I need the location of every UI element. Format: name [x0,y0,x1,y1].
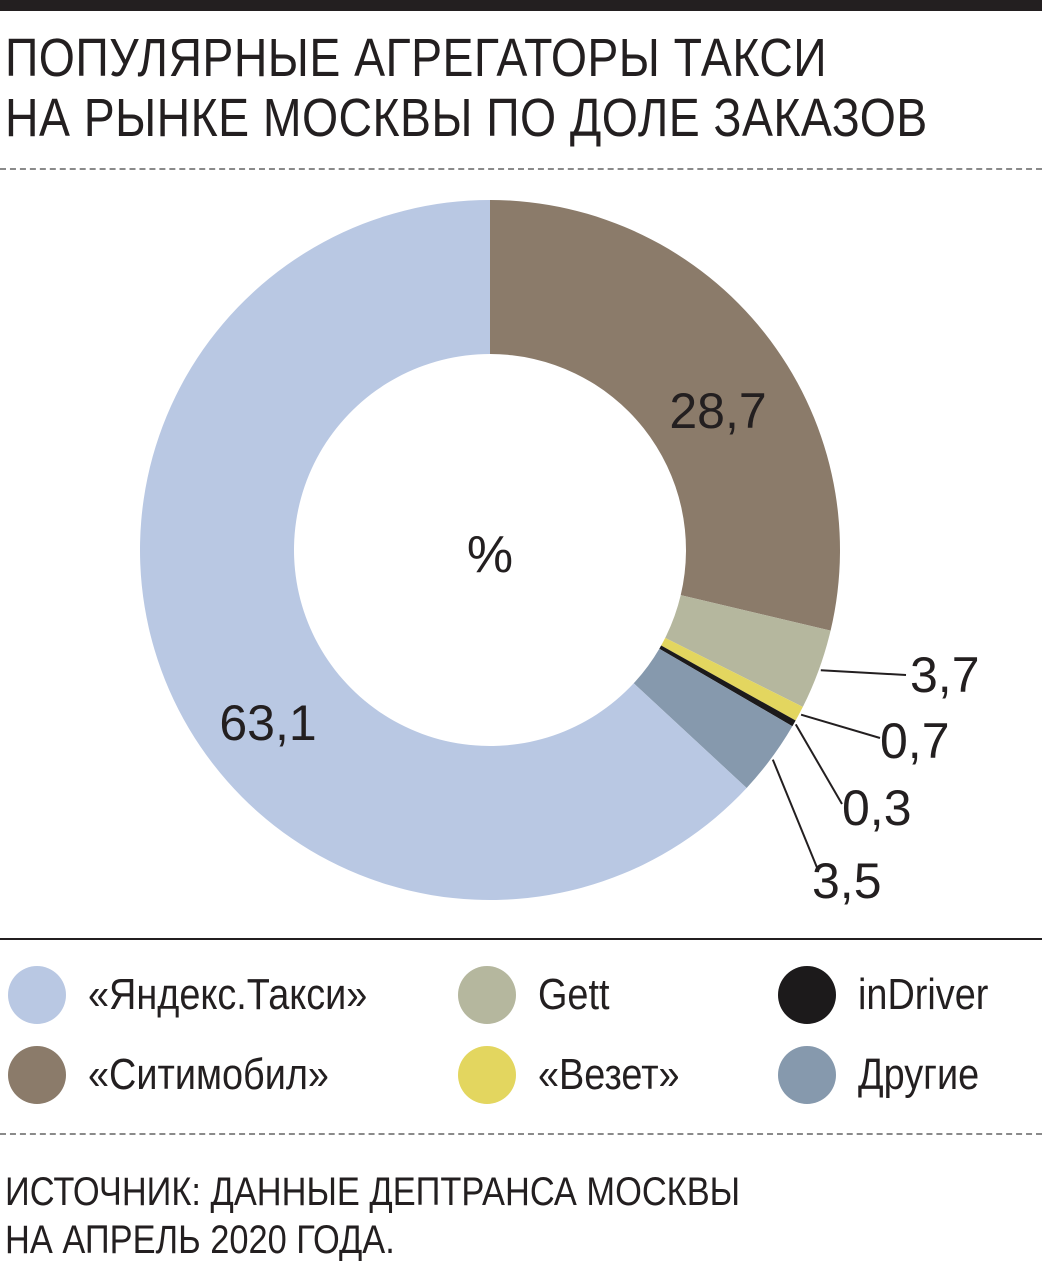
legend-item-gett: Gett [458,965,621,1025]
source-divider [0,1133,1042,1135]
data-labels: 28,7 3,7 0,7 0,3 3,5 63,1 [219,383,979,909]
legend-swatch [778,966,836,1024]
legend-item-yandex-taxi: «Яндекс.Такси» [8,965,413,1025]
legend-label: «Ситимобил» [88,1050,329,1099]
data-label-яндекс-такси: 63,1 [219,695,316,751]
legend-swatch [8,1046,66,1104]
legend-swatch [778,1046,836,1104]
legend-item-citymobil: «Ситимобил» [8,1045,368,1105]
slice-indriver [659,645,796,727]
slice-яндекс-такси [139,200,747,900]
legend-item-vezet: «Везет» [458,1045,703,1105]
donut-slices [139,200,840,900]
leader-line-другие [771,759,819,871]
data-label-indriver: 0,3 [842,780,912,836]
data-label-ситимобил: 28,7 [669,383,766,439]
chart-title: ПОПУЛЯРНЫЕ АГРЕГАТОРЫ ТАКСИ НА РЫНКЕ МОС… [5,28,928,148]
legend-label: «Везет» [538,1050,680,1099]
data-label-другие: 3,5 [812,853,882,909]
title-divider [0,168,1042,170]
legend-divider [0,938,1042,940]
data-label-везет: 0,7 [880,713,950,769]
slice-везет [661,637,803,721]
center-percent-label: % [467,526,513,584]
top-bar [0,0,1042,11]
legend-item-others: Другие [778,1045,999,1105]
source-line-2: НА АПРЕЛЬ 2020 ГОДА. [5,1218,395,1262]
slice-gett [665,595,831,707]
legend-swatch [458,966,516,1024]
leader-line-везет [800,713,881,739]
legend-label: «Яндекс.Такси» [88,970,368,1019]
chart-title-line-1: ПОПУЛЯРНЫЕ АГРЕГАТОРЫ ТАКСИ [5,28,828,88]
slice-ситимобил [490,200,840,631]
legend-swatch [458,1046,516,1104]
leader-line-indriver [794,723,843,805]
leader-lines [771,669,907,871]
source-note: ИСТОЧНИК: ДАННЫЕ ДЕПТРАНСА МОСКВЫ НА АПР… [5,1168,740,1264]
legend-label: Gett [538,970,610,1019]
leader-line-gett [820,669,907,676]
legend-label: Другие [858,1050,980,1099]
legend-item-indriver: inDriver [778,965,1010,1025]
donut-chart: 28,7 3,7 0,7 0,3 3,5 63,1 % [139,200,980,909]
chart-title-line-2: НА РЫНКЕ МОСКВЫ ПО ДОЛЕ ЗАКАЗОВ [5,88,928,148]
data-label-gett: 3,7 [910,647,980,703]
slice-другие [633,648,793,788]
legend-swatch [8,966,66,1024]
source-line-1: ИСТОЧНИК: ДАННЫЕ ДЕПТРАНСА МОСКВЫ [5,1170,741,1214]
legend-label: inDriver [858,970,989,1019]
